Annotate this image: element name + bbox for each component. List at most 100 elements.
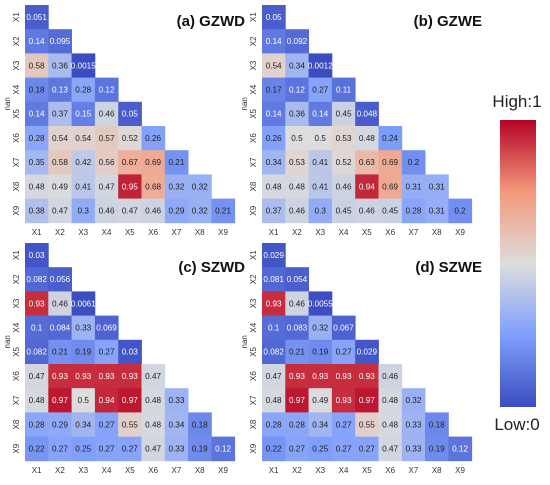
panel-4-cell <box>355 388 379 413</box>
panel-4-cell-label: 0.082 <box>263 348 284 357</box>
panel-1-cell-label: 0.54 <box>52 134 68 143</box>
panel-1-cell <box>118 150 142 175</box>
panel-2-cell-label: 0.14 <box>312 110 328 119</box>
panel-1-x-tick: X2 <box>55 228 65 237</box>
colorbar <box>500 120 536 407</box>
panel-1-cell <box>164 150 189 175</box>
panel-4-cell <box>425 412 449 437</box>
panel-4-cell <box>355 412 379 437</box>
panel-4-cell-label: 0.28 <box>266 420 282 429</box>
panel-4-cell-label: 0.029 <box>357 348 378 357</box>
panel-2-cell <box>285 174 309 199</box>
panel-4-cell <box>331 388 356 413</box>
panel-2-x-tick: X1 <box>269 228 279 237</box>
panel-3-cell <box>141 364 166 389</box>
panel-1-cell <box>94 126 119 151</box>
panel-3-cell-label: 0.93 <box>29 299 45 308</box>
panel-4-cell-label: 0.054 <box>287 275 308 284</box>
panel-2-cell <box>378 174 403 199</box>
panel-2-cell-label: 0.69 <box>382 182 398 191</box>
panel-4-y-tick: X5 <box>249 346 258 356</box>
panel-3-y-tick: X2 <box>12 274 21 284</box>
panel-2-cell <box>331 126 356 151</box>
panel-3-x-tick: X1 <box>32 466 42 475</box>
panel-2-y-tick: X9 <box>249 205 258 215</box>
panel-4-cell <box>285 291 309 316</box>
panel-3-cell-label: 0.056 <box>50 275 71 284</box>
panel-1-cell-label: 0.0015 <box>71 61 96 70</box>
panel-2-cell-label: 0.53 <box>336 134 352 143</box>
panel-3-cell <box>211 436 236 462</box>
panel-2-y-tick: X2 <box>249 36 258 46</box>
panel-2-x-tick: X4 <box>339 228 349 237</box>
panel-3-cell <box>71 364 96 389</box>
panel-3-cell <box>94 412 119 437</box>
panel-3-cell-label: 0.93 <box>75 372 91 381</box>
panel-1-cell <box>71 126 96 151</box>
panel-4-cell-label: 0.97 <box>289 396 305 405</box>
panel-3-y-tick: X6 <box>12 371 21 381</box>
panel-4-cell <box>262 267 286 292</box>
panel-1-cell <box>71 198 96 224</box>
panel-3-cell-label: 0.93 <box>52 372 68 381</box>
panel-2-cell-label: 0.0012 <box>308 61 333 70</box>
panel-4-cell-label: 0.21 <box>289 348 305 357</box>
panel-3-y-tick: X9 <box>12 443 21 453</box>
panel-1-cell-label: 0.095 <box>50 37 71 46</box>
panel-4-cell-label: 0.93 <box>359 372 375 381</box>
panel-3-cell-label: 0.069 <box>96 324 117 333</box>
panel-2-cell-label: 0.63 <box>359 158 375 167</box>
panel-4-cell-label: 0.33 <box>405 420 421 429</box>
panel-1-cell <box>141 126 166 151</box>
panel-2-y-tick: X5 <box>249 108 258 118</box>
panel-2-y-extra-label: nan <box>240 97 249 110</box>
panel-2-cell-label: 0.52 <box>336 158 352 167</box>
panel-4-cell <box>308 364 333 389</box>
panel-1-cell <box>25 77 49 103</box>
panel-3-cell-label: 0.47 <box>145 372 161 381</box>
panel-2-cell <box>262 126 286 151</box>
panel-3-cell-label: 0.0061 <box>71 299 96 308</box>
panel-3-cell <box>25 388 49 413</box>
panel-2-x-tick: X2 <box>292 228 302 237</box>
panel-3-cell-label: 0.18 <box>192 420 208 429</box>
panel-4-x-tick: X1 <box>269 466 279 475</box>
panel-2-cell <box>378 150 403 175</box>
panel-2-cell-label: 0.5 <box>315 134 327 143</box>
panel-3-cell-label: 0.34 <box>75 420 91 429</box>
panel-1-cell-label: 0.58 <box>52 158 68 167</box>
panel-1-cell-label: 0.52 <box>122 134 138 143</box>
panel-1-cell-label: 0.21 <box>215 207 231 216</box>
panel-4-cell <box>262 291 286 316</box>
panel-3-x-tick: X3 <box>78 466 88 475</box>
panel-2-cell-label: 0.31 <box>429 182 445 191</box>
panel-1-cell <box>94 150 119 175</box>
panel-3-cell-label: 0.082 <box>26 348 47 357</box>
panel-1-cell <box>48 77 72 103</box>
panel-3-cell <box>48 412 72 437</box>
panel-1-cell-label: 0.41 <box>75 182 91 191</box>
panel-4-cell <box>331 436 356 462</box>
panel-2-cell-label: 0.048 <box>357 110 378 119</box>
panel-1-cell <box>141 150 166 175</box>
panel-4-cell <box>308 339 333 365</box>
panel-3-cell <box>25 291 49 316</box>
panel-2-cell <box>355 150 379 175</box>
panel-4-cell-label: 0.49 <box>312 396 328 405</box>
panel-1-y-tick: X2 <box>12 36 21 46</box>
colorbar-high-label: High:1 <box>492 92 541 111</box>
panel-1-cell <box>48 53 72 78</box>
panel-1-cell-label: 0.051 <box>26 13 47 22</box>
panel-2-cell <box>331 101 356 127</box>
panel-3-cell <box>164 436 189 462</box>
panel-1-cell-label: 0.67 <box>122 158 138 167</box>
panel-1-cell-label: 0.54 <box>75 134 91 143</box>
panel-2-cell <box>355 101 379 127</box>
panel-1-cell <box>48 126 72 151</box>
panel-4-cell-label: 0.19 <box>312 348 328 357</box>
panel-4-cell-label: 0.47 <box>266 372 282 381</box>
panel-1-y-tick: X3 <box>12 60 21 70</box>
panel-3-cell <box>48 388 72 413</box>
panel-2-cell-label: 0.092 <box>287 37 308 46</box>
panel-3-cell <box>141 436 166 462</box>
